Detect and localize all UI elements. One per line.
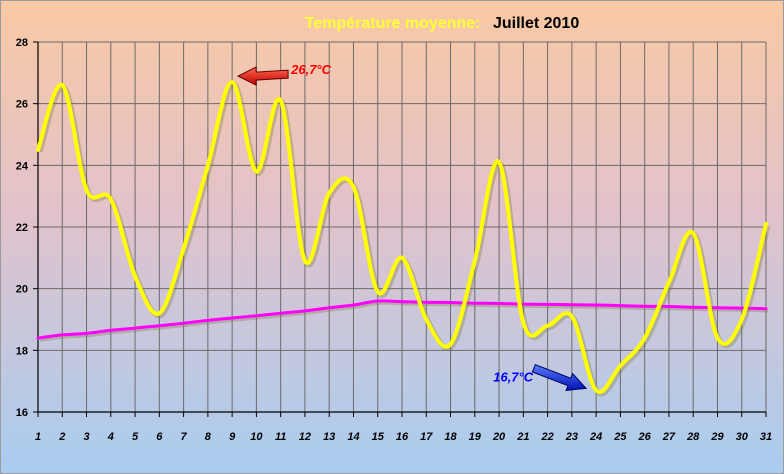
x-tick-label: 9 [229, 431, 236, 443]
x-tick-label: 28 [686, 431, 700, 443]
x-tick-label: 5 [132, 431, 139, 443]
x-tick-label: 15 [372, 431, 385, 443]
chart-title-part1: Température moyenne: [305, 15, 481, 32]
x-tick-label: 4 [107, 431, 114, 443]
x-tick-label: 12 [299, 431, 311, 443]
annotations: 26,7°C 16,7°C [236, 62, 588, 391]
y-tick-labels: 16 18 20 22 24 26 28 [16, 37, 29, 419]
x-tick-labels: 1 2 3 4 5 6 7 8 9 10 11 12 13 14 15 16 17 18 19 20 21 22 23 24 2… [35, 431, 772, 443]
x-tick-label: 26 [638, 431, 652, 443]
annotation-min-label: 16,7°C [493, 369, 534, 384]
chart-title-part2: Juillet 2010 [493, 15, 579, 32]
x-tick-label: 23 [565, 431, 578, 443]
x-tick-label: 30 [736, 431, 749, 443]
x-tick-label: 13 [323, 431, 335, 443]
x-tick-label: 25 [613, 431, 627, 443]
y-tick-label: 18 [16, 345, 28, 357]
x-tick-label: 21 [516, 431, 529, 443]
series-line-average [36, 299, 768, 340]
series-lines [36, 80, 771, 397]
x-tick-label: 20 [492, 431, 506, 443]
x-tick-label: 11 [275, 431, 286, 443]
y-tick-label: 20 [16, 284, 28, 296]
x-tick-label: 24 [589, 431, 602, 443]
x-tick-label: 19 [469, 431, 482, 443]
x-tick-label: 8 [205, 431, 212, 443]
x-tick-label: 1 [35, 431, 41, 443]
x-tick-label: 22 [540, 431, 553, 443]
x-tick-label: 6 [156, 431, 163, 443]
x-tick-label: 27 [662, 431, 676, 443]
red-arrow [236, 66, 289, 86]
y-tick-label: 24 [16, 160, 29, 172]
x-tick-label: 10 [250, 431, 263, 443]
x-tick-label: 2 [58, 431, 65, 443]
chart-title: Température moyenne: Juillet 2010 [305, 15, 580, 32]
x-tick-label: 29 [710, 431, 724, 443]
x-tick-label: 14 [347, 431, 359, 443]
y-tick-label: 16 [16, 407, 28, 419]
x-tick-label: 3 [83, 431, 89, 443]
x-tick-label: 31 [760, 431, 772, 443]
x-tick-label: 16 [396, 431, 409, 443]
series-shadow [39, 301, 769, 342]
x-tick-label: 18 [444, 431, 457, 443]
blue-arrow [531, 363, 588, 391]
x-tick-label: 17 [420, 431, 433, 443]
y-tick-label: 26 [16, 99, 28, 111]
annotation-max-label: 26,7°C [290, 62, 332, 77]
series-shadow [37, 81, 771, 397]
y-tick-label: 22 [16, 222, 28, 234]
axes [33, 41, 767, 417]
y-tick-label: 28 [16, 37, 28, 49]
x-tick-label: 7 [181, 431, 188, 443]
grid-lines [38, 41, 767, 413]
series-line-temperature [36, 80, 768, 395]
